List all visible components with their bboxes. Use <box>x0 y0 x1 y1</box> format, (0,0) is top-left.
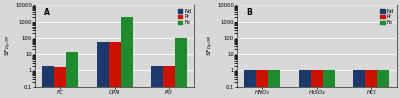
Y-axis label: SF$_{Dy/M}$: SF$_{Dy/M}$ <box>206 36 216 56</box>
Bar <box>244 70 256 98</box>
Bar <box>108 42 120 98</box>
Text: B: B <box>246 8 252 17</box>
Bar <box>365 70 377 98</box>
Bar <box>256 70 268 98</box>
Text: A: A <box>44 8 50 17</box>
Y-axis label: SF$_{Dy/M}$: SF$_{Dy/M}$ <box>4 36 14 56</box>
Bar <box>353 70 365 98</box>
Bar <box>268 70 280 98</box>
Legend: Nd, Pr, Fe: Nd, Pr, Fe <box>178 8 192 26</box>
Bar <box>151 66 163 98</box>
Bar <box>299 70 311 98</box>
Bar <box>311 70 323 98</box>
Bar <box>54 67 66 98</box>
Bar <box>323 70 335 98</box>
Bar <box>120 17 132 98</box>
Bar <box>96 42 108 98</box>
Bar <box>163 66 175 98</box>
Bar <box>66 52 78 98</box>
Bar <box>175 38 187 98</box>
Legend: Nd, Pr, Fe: Nd, Pr, Fe <box>380 8 394 26</box>
Bar <box>42 66 54 98</box>
Bar <box>377 70 389 98</box>
